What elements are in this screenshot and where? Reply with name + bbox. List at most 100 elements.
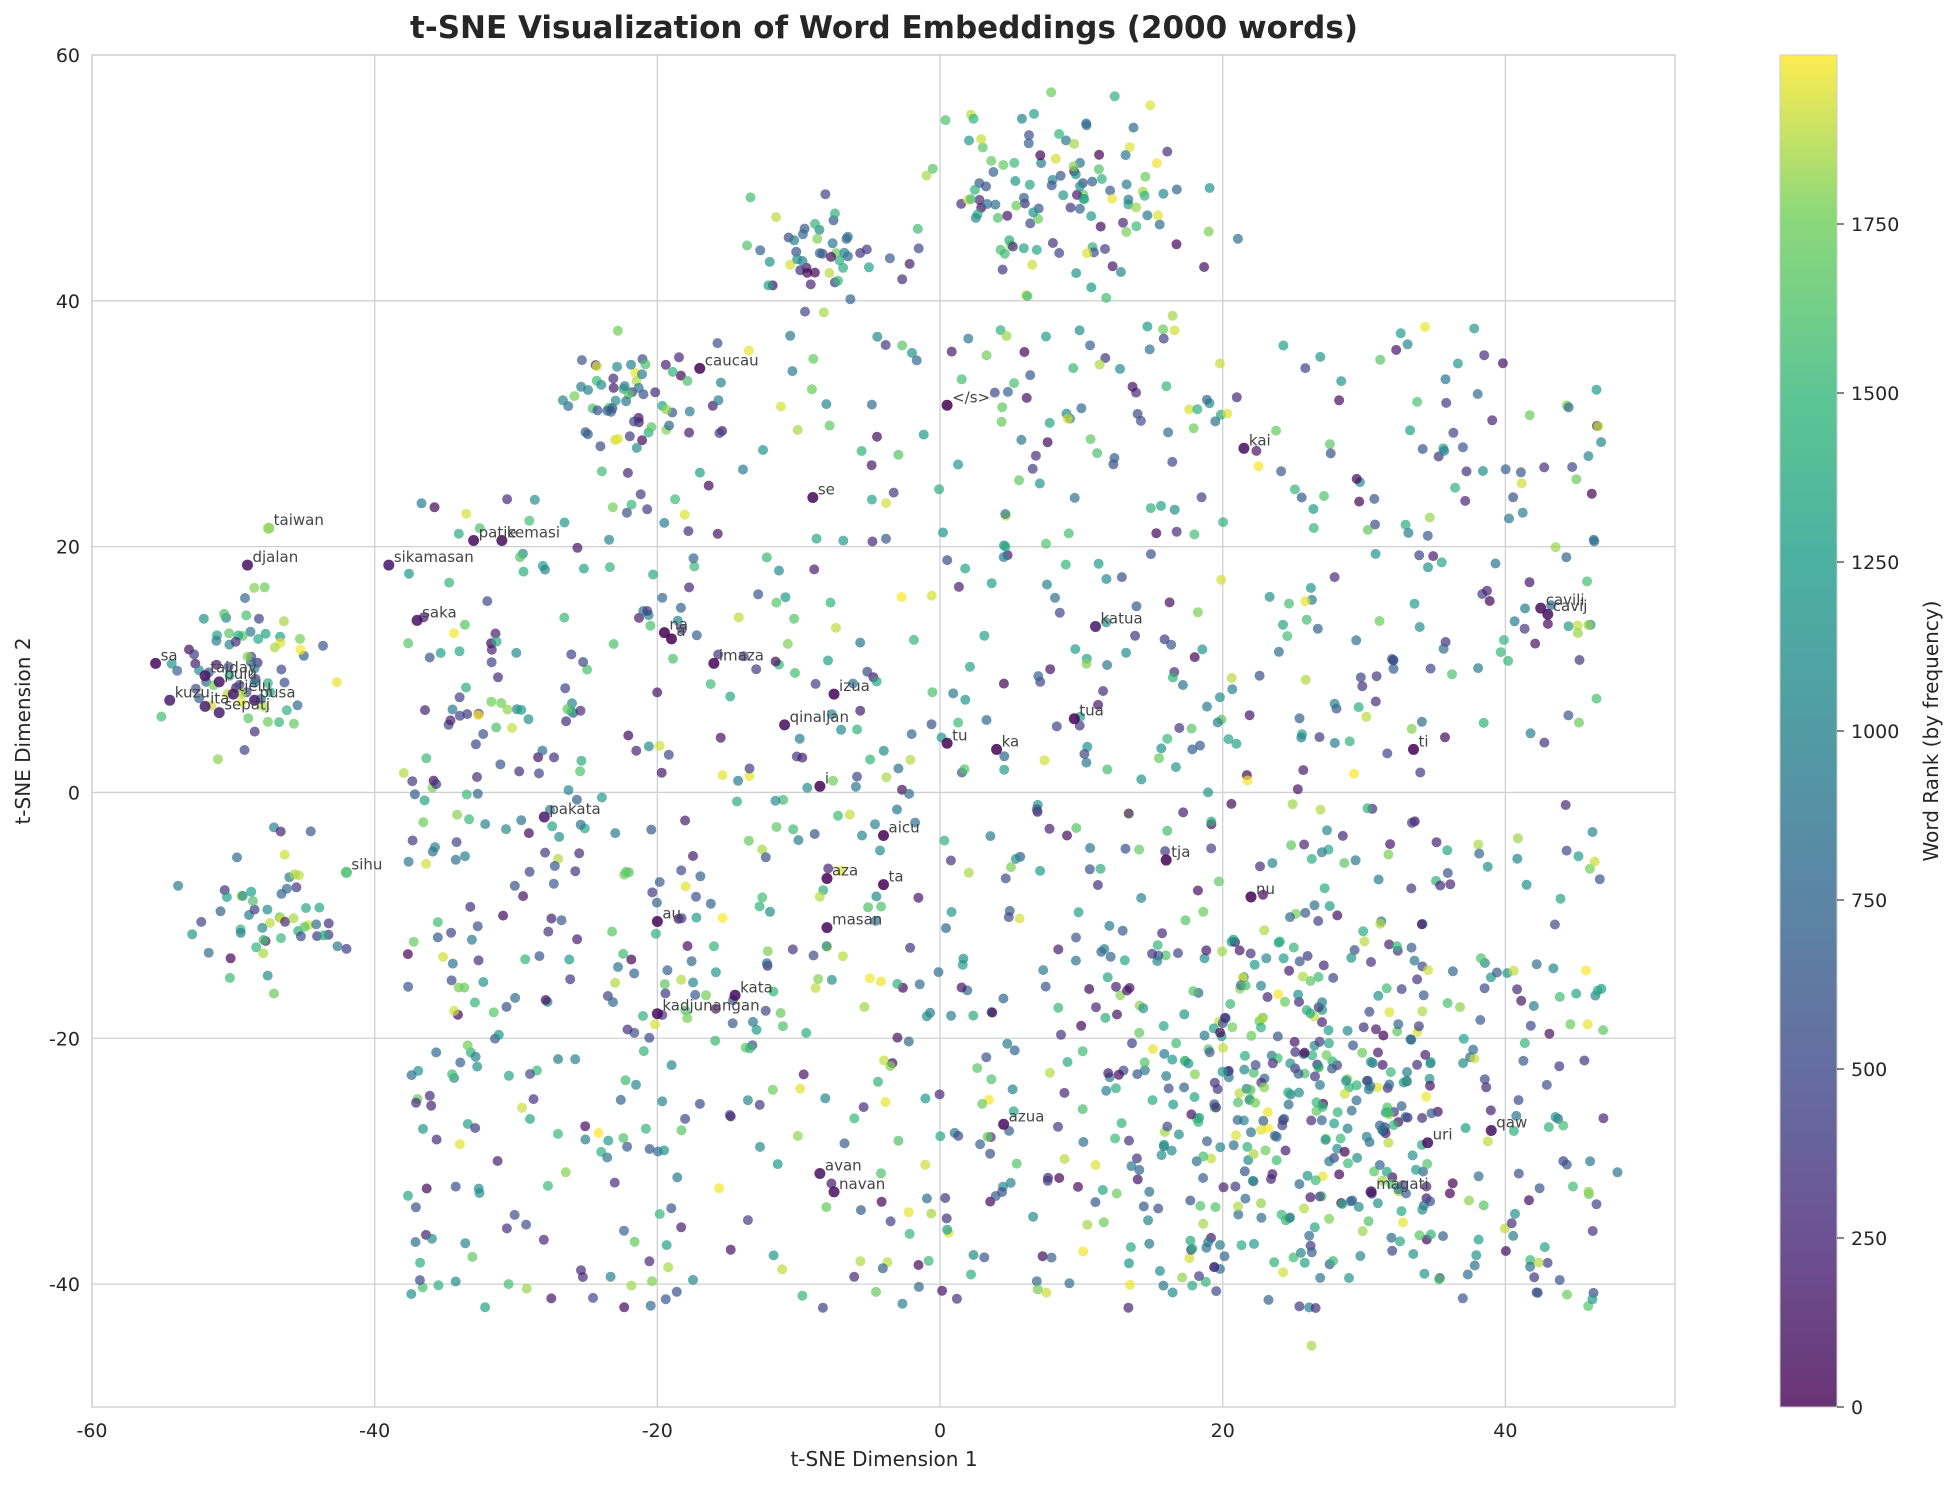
scatter-point [631,1079,641,1090]
scatter-point [1579,1055,1590,1066]
scatter-point [232,852,242,863]
scatter-point [1351,473,1362,484]
scatter-point [1346,1105,1357,1116]
colorbar-tick-label: 500 [1851,1059,1887,1081]
labeled-point [199,670,211,682]
scatter-point [511,647,522,658]
scatter-point [1560,800,1571,810]
scatter-point [873,1076,883,1087]
scatter-point [1269,1130,1280,1141]
scatter-point [1479,350,1490,361]
scatter-point [1409,955,1420,966]
scatter-point [958,953,969,964]
scatter-point [981,350,992,361]
scatter-point [1558,1120,1569,1131]
scatter-point [1287,799,1298,810]
scatter-point [1310,1175,1321,1186]
scatter-point [1306,853,1317,864]
scatter-point [897,274,908,285]
scatter-point [1350,855,1361,866]
scatter-point [543,926,554,937]
x-tick-label: 20 [1211,1420,1235,1442]
labeled-point [1485,1124,1497,1136]
scatter-point [1366,957,1376,967]
scatter-point [1138,1201,1149,1212]
scatter-point [510,992,521,1003]
scatter-point [1016,113,1027,124]
scatter-point [715,732,726,743]
scatter-point [1452,358,1463,369]
scatter-point [262,904,273,915]
scatter-point [274,717,285,728]
scatter-point [836,724,847,735]
scatter-point [1105,951,1116,962]
scatter-point [646,422,657,433]
scatter-point [1212,717,1223,728]
scatter-point [557,395,568,406]
scatter-point [427,846,438,857]
scatter-point [690,989,701,1000]
scatter-point [1171,526,1182,537]
scatter-point [1184,1253,1195,1264]
scatter-point [1164,597,1175,608]
scatter-point [575,766,586,777]
scatter-point [1008,1106,1019,1117]
scatter-point [1517,507,1528,518]
scatter-point [1515,467,1526,478]
scatter-point [1295,1247,1306,1258]
scatter-point [295,931,306,942]
scatter-point [770,656,781,667]
scatter-point [1236,1240,1247,1251]
scatter-point [644,1256,655,1267]
scatter-point [712,528,723,539]
scatter-point [1285,912,1295,923]
word-label: katua [1101,610,1143,628]
scatter-point [596,792,607,803]
scatter-point [818,307,829,318]
scatter-point [1023,138,1034,149]
scatter-point [1332,1143,1343,1154]
scatter-point [684,427,695,438]
scatter-point [885,1216,896,1227]
scatter-point [1156,743,1167,754]
scatter-point [1171,239,1182,250]
scatter-point [1098,1217,1109,1228]
scatter-point [1201,394,1212,405]
scatter-point [1258,1115,1269,1126]
labeled-point [651,1008,663,1020]
scatter-point [1041,331,1051,342]
scatter-point [1593,421,1604,432]
scatter-point [1278,340,1289,351]
scatter-point [1273,989,1284,1000]
scatter-point [1293,1068,1304,1079]
scatter-point [570,1054,581,1065]
scatter-point [1156,500,1166,511]
scatter-point [1014,475,1025,486]
scatter-point [703,480,714,491]
scatter-point [1414,1230,1425,1241]
scatter-point [893,1135,904,1146]
scatter-point [418,817,429,828]
scatter-point [619,1225,629,1236]
scatter-point [444,577,455,588]
scatter-point [583,385,594,395]
scatter-point [1115,363,1125,374]
scatter-point [1115,267,1126,277]
scatter-point [1587,1294,1598,1305]
scatter-point [1031,1276,1042,1287]
scatter-point [1101,617,1112,628]
scatter-point [1092,880,1103,890]
scatter-point [1240,1193,1251,1204]
scatter-point [1161,1071,1172,1081]
scatter-point [577,1272,588,1282]
scatter-point [1054,1173,1065,1183]
scatter-point [913,892,924,903]
scatter-point [876,1168,886,1179]
scatter-point [1178,807,1189,818]
scatter-point [1257,1013,1268,1024]
scatter-point [676,974,687,985]
scatter-point [1487,415,1498,426]
scatter-point [1550,1112,1561,1122]
scatter-point [1076,1020,1087,1031]
scatter-point [1396,1101,1407,1112]
